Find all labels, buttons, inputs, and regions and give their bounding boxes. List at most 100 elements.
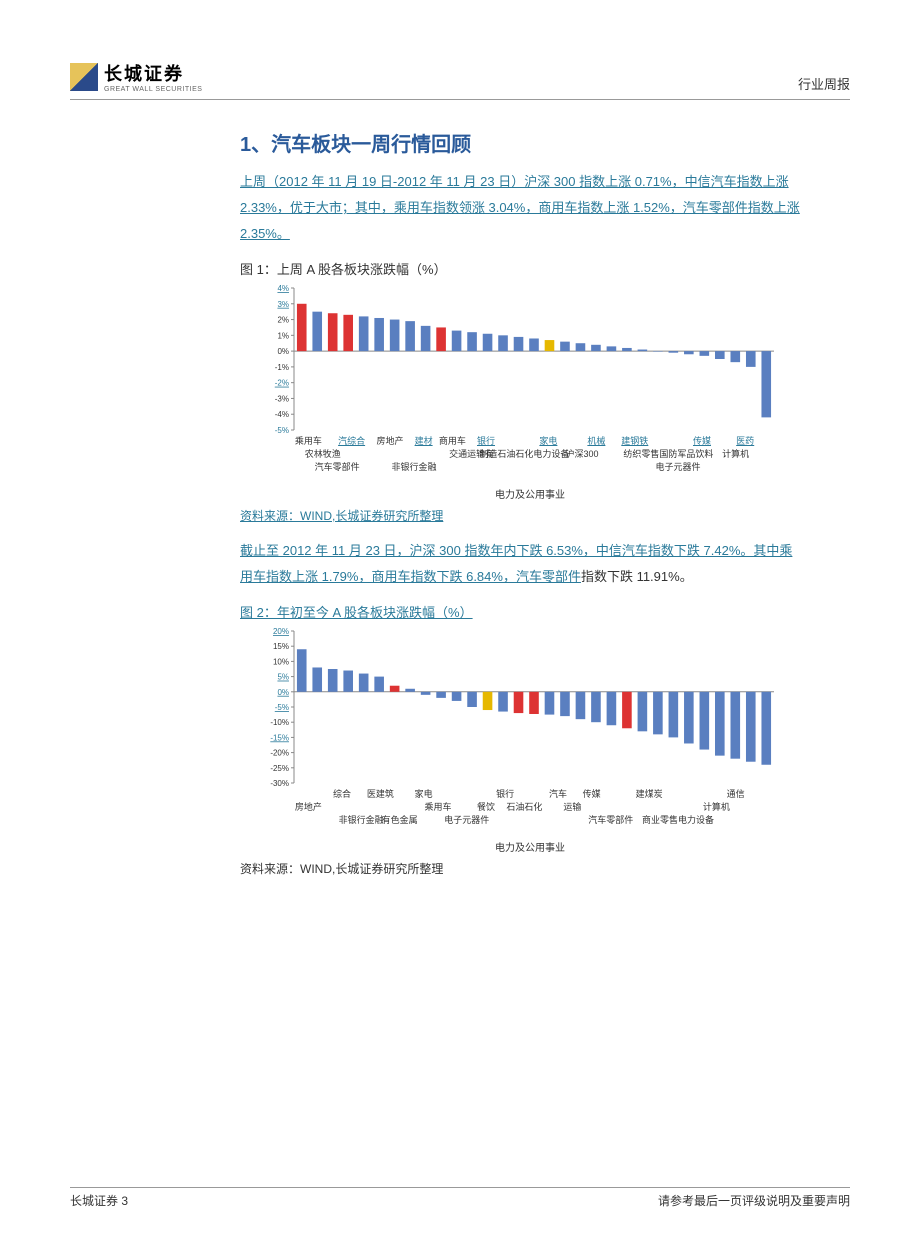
x-axis-label: 综合 [333,787,351,800]
bar [591,345,601,351]
x-axis-label: 农林牧渔 [305,447,341,460]
bar [761,692,771,765]
bar [343,671,353,692]
bar [653,351,663,352]
x-axis-label: 医建筑 [367,787,394,800]
x-axis-labels: 乘用车汽综合房地产建材商用车银行家电机械建钢铁传媒医药农林牧渔交通运输有制造石油… [260,434,780,484]
svg-text:-1%: -1% [275,363,289,372]
x-axis-label: 有色金属 [382,813,418,826]
bar [498,692,508,712]
bar [343,315,353,351]
x-axis-label: 建煤炭 [636,787,663,800]
x-axis-label[interactable]: 建钢铁 [621,434,648,447]
bar [452,331,462,352]
page-footer: 长城证券 3 请参考最后一页评级说明及重要声明 [70,1187,850,1209]
bar [622,348,632,351]
bar [483,692,493,710]
bar-chart-svg: -30%-25%-20%-15%-10%-5%0%5%10%15%20% [260,627,780,787]
bar [514,337,524,351]
bar [576,343,586,351]
bar [653,692,663,735]
x-axis-label: 电子元器件 [655,460,700,473]
x-axis-label: 汽车零部件 [315,460,360,473]
x-axis-label: 沪深300 [565,447,598,460]
figure-2-title[interactable]: 图 2：年初至今 A 股各板块涨跌幅（%） [240,602,800,621]
svg-text:-30%: -30% [270,779,289,787]
bar [607,346,617,351]
footer-right: 请参考最后一页评级说明及重要声明 [658,1192,850,1209]
svg-text:-25%: -25% [270,764,289,773]
bar [498,335,508,351]
bar [684,351,694,354]
svg-text:-4%: -4% [275,410,289,419]
bar [529,692,539,714]
bar [297,649,307,692]
figure-1-source[interactable]: 资料来源：WIND,长城证券研究所整理 [240,507,800,524]
x-axis-label: 石油石化 [506,800,542,813]
bar [607,692,617,725]
svg-text:-5%: -5% [275,426,289,434]
x-axis-label[interactable]: 家电 [539,434,557,447]
svg-text:15%: 15% [273,642,289,651]
logo-mark-icon [70,63,98,91]
x-axis-label: 电子元器件 [444,813,489,826]
svg-text:-15%: -15% [270,733,289,742]
bar [730,351,740,362]
bar [560,692,570,716]
bar [638,350,648,352]
bar [622,692,632,728]
figure-2-source: 资料来源：WIND,长城证券研究所整理 [240,860,800,877]
svg-text:2%: 2% [277,316,289,325]
x-axis-label: 纺织零售国防军品饮料 [623,447,713,460]
paragraph-2: 截止至 2012 年 11 月 23 日，沪深 300 指数年内下跌 6.53%… [240,538,800,590]
x-axis-label: 乘用车 [295,434,322,447]
logo: 长城证券 GREAT WALL SECURITIES [70,60,202,93]
bar [591,692,601,722]
bar [700,692,710,750]
paragraph-1[interactable]: 上周（2012 年 11 月 19 日-2012 年 11 月 23 日）沪深 … [240,169,800,247]
svg-text:1%: 1% [277,331,289,340]
svg-text:-3%: -3% [275,394,289,403]
x-axis-label[interactable]: 医药 [736,434,754,447]
x-axis-title: 电力及公用事业 [260,839,800,854]
logo-text-cn: 长城证券 [104,60,202,86]
x-axis-title: 电力及公用事业 [260,486,800,501]
x-axis-label: 乘用车 [424,800,451,813]
x-axis-label: 银行 [496,787,514,800]
x-axis-label: 房地产 [295,800,322,813]
doc-type-label: 行业周报 [798,74,850,93]
x-axis-label[interactable]: 机械 [587,434,605,447]
x-axis-label[interactable]: 银行 [477,434,495,447]
x-axis-label[interactable]: 建材 [415,434,433,447]
bar [436,327,446,351]
page: 长城证券 GREAT WALL SECURITIES 行业周报 1、汽车板块一周… [0,0,920,1249]
bar [436,692,446,698]
bar [421,326,431,351]
paragraph-2-link[interactable]: 截止至 2012 年 11 月 23 日，沪深 300 指数年内下跌 6.53%… [240,543,792,584]
x-axis-label[interactable]: 传媒 [693,434,711,447]
svg-text:0%: 0% [277,688,289,697]
x-axis-label: 汽车 [549,787,567,800]
bar [746,692,756,762]
bar [669,351,679,353]
x-axis-label: 运输 [563,800,581,813]
bar [405,321,415,351]
svg-text:-20%: -20% [270,749,289,758]
x-axis-label[interactable]: 汽综合 [338,434,365,447]
bar [452,692,462,701]
bar [545,340,555,351]
x-axis-label: 非银行金融 [391,460,436,473]
bar [576,692,586,719]
svg-text:4%: 4% [277,284,289,293]
svg-text:-10%: -10% [270,718,289,727]
paragraph-2-plain: 指数下跌 11.91%。 [581,569,693,584]
x-axis-label: 房地产 [376,434,403,447]
content-area: 1、汽车板块一周行情回顾 上周（2012 年 11 月 19 日-2012 年 … [240,128,800,877]
bar [328,313,338,351]
figure-2-chart: -30%-25%-20%-15%-10%-5%0%5%10%15%20%综合医建… [260,627,800,854]
section-title: 1、汽车板块一周行情回顾 [240,128,800,157]
bar [359,316,369,351]
figure-1-title: 图 1：上周 A 股各板块涨跌幅（%） [240,259,800,278]
x-axis-label: 计算机 [722,447,749,460]
bar [669,692,679,738]
